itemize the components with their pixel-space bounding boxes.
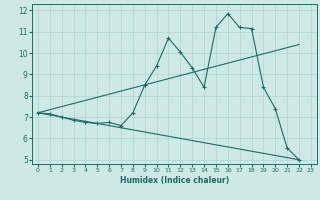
X-axis label: Humidex (Indice chaleur): Humidex (Indice chaleur) (120, 176, 229, 185)
